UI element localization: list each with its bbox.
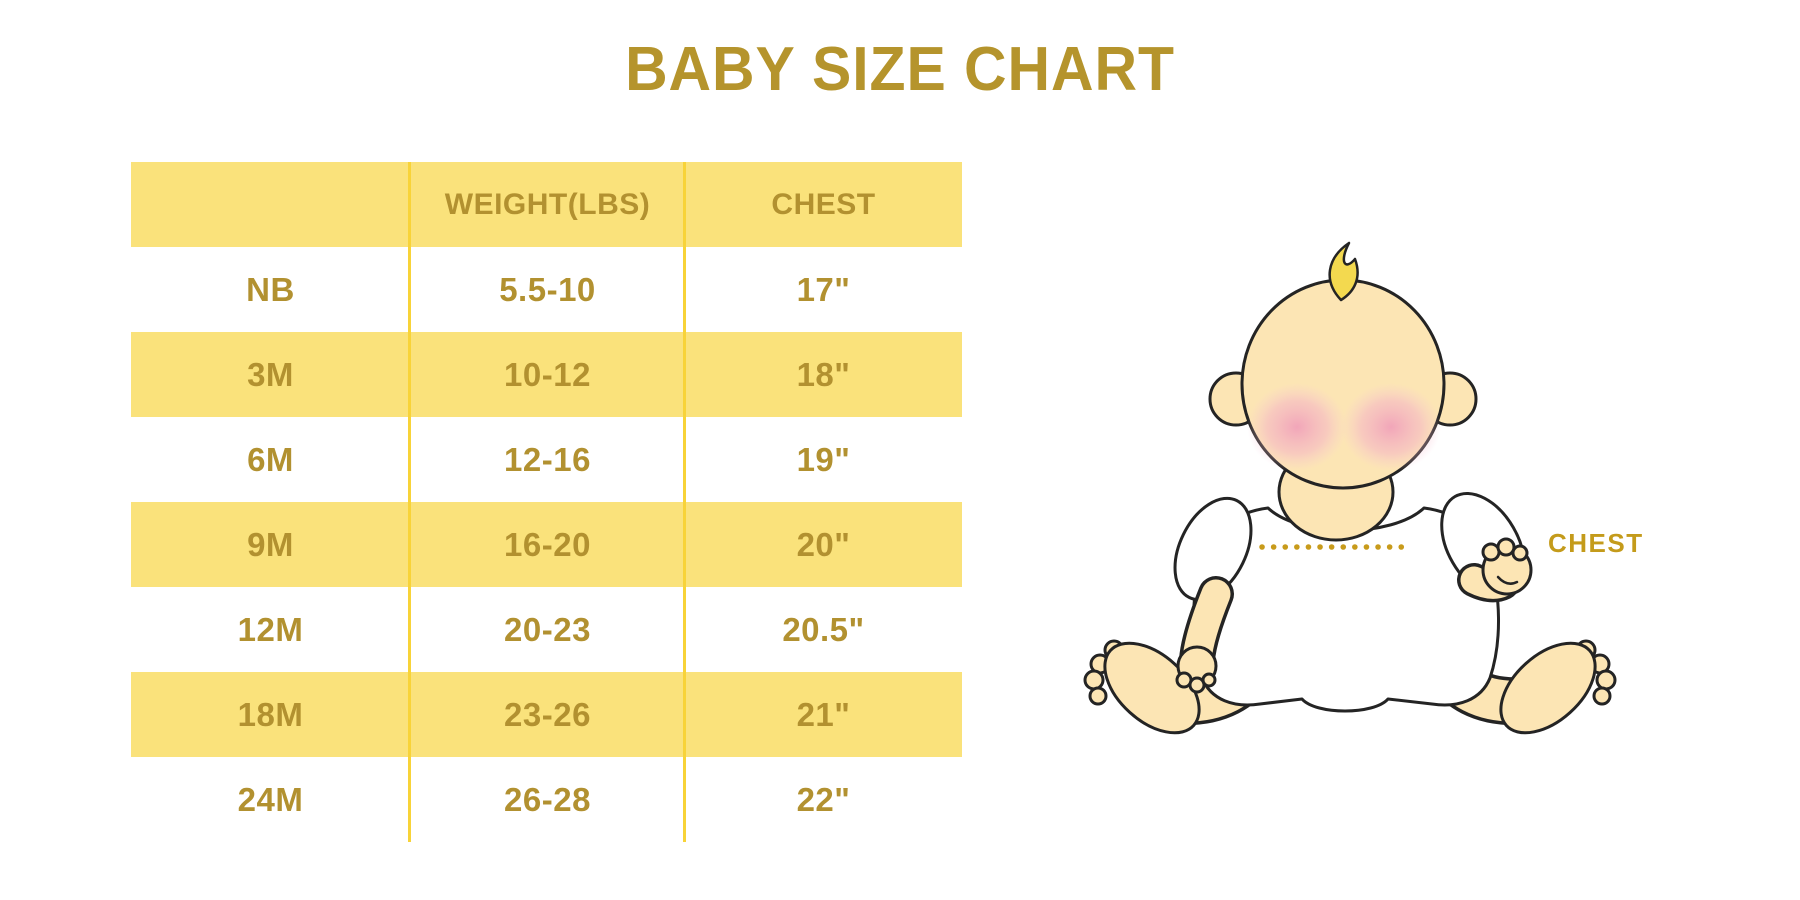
chest-cell: 18" (796, 355, 851, 393)
baby-right-arm (1457, 537, 1533, 603)
chest-cell: 20.5" (782, 610, 865, 648)
size-cell: NB (246, 270, 295, 308)
weight-cell: 20-23 (504, 610, 591, 648)
header-chest-cell: CHEST (771, 187, 876, 221)
size-table: WEIGHT(LBS) CHEST NB 5.5-10 17" 3M 10-12… (131, 162, 962, 842)
table-row: 18M 23-26 21" (131, 672, 962, 757)
header-size-cell (131, 162, 410, 247)
column-divider (408, 162, 411, 842)
baby-left-sleeve (1173, 496, 1253, 602)
weight-cell: 12-16 (504, 440, 591, 478)
table-row: NB 5.5-10 17" (131, 247, 962, 332)
weight-cell: 16-20 (504, 525, 591, 563)
table-header-row: WEIGHT(LBS) CHEST (131, 162, 962, 247)
chest-cell: 21" (796, 695, 851, 733)
page-title: BABY SIZE CHART (625, 35, 1175, 104)
weight-cell: 5.5-10 (499, 270, 596, 308)
chest-cell: 20" (796, 525, 851, 563)
chest-cell: 17" (796, 270, 851, 308)
baby-left-cheek (1247, 383, 1347, 471)
table-row: 12M 20-23 20.5" (131, 587, 962, 672)
column-divider (683, 162, 686, 842)
baby-illustration (1083, 241, 1617, 735)
size-cell: 12M (237, 610, 304, 648)
size-cell: 9M (247, 525, 294, 563)
weight-cell: 23-26 (504, 695, 591, 733)
weight-cell: 10-12 (504, 355, 591, 393)
size-cell: 6M (247, 440, 294, 478)
header-weight-cell: WEIGHT(LBS) (444, 187, 651, 221)
table-row: 24M 26-28 22" (131, 757, 962, 842)
table-row: 9M 16-20 20" (131, 502, 962, 587)
chest-cell: 19" (796, 440, 851, 478)
table-row: 6M 12-16 19" (131, 417, 962, 502)
chest-measure-label: CHEST (1548, 528, 1644, 558)
size-cell: 24M (237, 780, 304, 818)
weight-cell: 26-28 (504, 780, 591, 818)
table-row: 3M 10-12 18" (131, 332, 962, 417)
baby-hair-curl (1328, 241, 1359, 302)
baby-right-cheek (1341, 383, 1441, 471)
size-cell: 3M (247, 355, 294, 393)
baby-left-arm (1175, 576, 1234, 694)
chest-cell: 22" (796, 780, 851, 818)
size-cell: 18M (237, 695, 304, 733)
